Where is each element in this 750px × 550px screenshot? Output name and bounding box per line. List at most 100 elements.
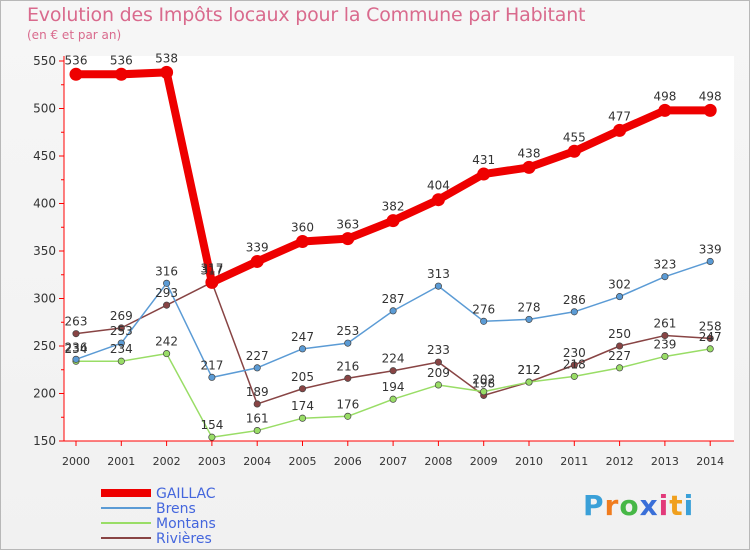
data-point	[298, 414, 307, 422]
legend-label: Brens	[156, 501, 196, 517]
data-point	[434, 381, 442, 389]
data-label: 455	[563, 130, 586, 144]
data-label: 233	[427, 343, 450, 357]
data-label: 174	[291, 399, 314, 413]
data-label: 317	[200, 263, 223, 277]
data-point	[253, 364, 261, 372]
data-point	[253, 426, 261, 435]
x-tick-label: 2000	[62, 455, 90, 468]
data-label: 236	[65, 340, 88, 354]
data-label: 313	[427, 267, 450, 281]
data-point	[160, 65, 174, 79]
data-label: 363	[336, 218, 359, 232]
data-label: 253	[110, 324, 133, 338]
data-point	[72, 355, 80, 363]
x-tick-label: 2005	[289, 455, 317, 468]
data-label: 261	[653, 317, 676, 331]
data-point	[208, 373, 216, 381]
data-point	[250, 254, 264, 268]
y-tick-label: 200	[33, 387, 56, 401]
data-label: 276	[472, 302, 495, 316]
data-label: 258	[699, 319, 722, 333]
data-label: 216	[336, 359, 359, 373]
y-tick-label: 300	[33, 292, 56, 306]
data-label: 477	[608, 109, 631, 123]
data-point	[341, 232, 355, 246]
chart-subtitle: (en € et par an)	[27, 28, 122, 42]
data-point	[567, 144, 581, 158]
data-point	[613, 123, 627, 137]
x-tick-label: 2012	[606, 455, 634, 468]
data-point	[298, 345, 307, 353]
x-tick-label: 2011	[560, 455, 588, 468]
data-label: 278	[518, 300, 541, 314]
proxiti-logo: Proxiti	[583, 489, 694, 522]
data-label: 202	[472, 373, 495, 387]
data-point	[706, 334, 714, 342]
data-point	[114, 67, 128, 81]
data-point	[525, 378, 533, 386]
data-label: 382	[382, 200, 405, 214]
data-point	[208, 433, 216, 441]
data-label: 189	[246, 385, 269, 399]
data-point	[431, 193, 445, 207]
logo-letter: x	[639, 489, 659, 522]
logo-letter: i	[658, 489, 670, 522]
data-point	[570, 361, 578, 369]
data-point	[703, 103, 717, 117]
series-montans	[72, 345, 714, 441]
data-label: 212	[518, 363, 541, 377]
data-label: 227	[608, 349, 631, 363]
data-point	[344, 374, 352, 382]
data-label: 339	[699, 242, 722, 256]
data-point	[480, 317, 488, 325]
legend-label: Montans	[156, 516, 216, 532]
y-tick-label: 450	[33, 149, 56, 163]
x-tick-label: 2003	[198, 455, 226, 468]
data-label: 230	[563, 346, 586, 360]
logo-letter: i	[683, 489, 695, 522]
data-point	[344, 339, 352, 347]
data-label: 536	[65, 53, 88, 67]
data-label: 323	[653, 258, 676, 272]
data-label: 498	[653, 89, 676, 103]
data-point	[661, 352, 669, 361]
data-point	[706, 345, 714, 353]
x-tick-label: 2009	[470, 455, 498, 468]
logo-letter: r	[604, 489, 620, 522]
series-gaillac	[69, 65, 717, 289]
data-label: 198	[472, 376, 495, 390]
chart-title: Evolution des Impôts locaux pour la Comm…	[27, 4, 586, 26]
data-label: 263	[65, 315, 88, 329]
data-point	[616, 293, 624, 301]
y-tick-label: 150	[33, 434, 56, 448]
data-point	[706, 257, 714, 266]
data-label: 218	[563, 357, 586, 371]
logo-letter: P	[583, 489, 605, 522]
logo-letter: o	[619, 489, 640, 522]
legend-label: Rivières	[156, 531, 212, 547]
data-point	[117, 324, 125, 332]
data-label: 209	[427, 366, 450, 380]
data-label: 242	[155, 335, 178, 349]
data-point	[661, 273, 669, 281]
x-tick-label: 2002	[153, 455, 181, 468]
data-point	[386, 214, 400, 228]
data-label: 176	[336, 397, 359, 411]
data-point	[298, 385, 307, 393]
data-point	[525, 315, 533, 323]
x-tick-label: 2001	[107, 455, 135, 468]
logo-letter: t	[669, 489, 684, 522]
data-point	[522, 160, 536, 174]
x-tick-label: 2013	[651, 455, 679, 468]
data-label: 194	[382, 380, 405, 394]
x-tick-label: 2010	[515, 455, 543, 468]
data-label: 317	[200, 261, 223, 275]
data-point	[480, 388, 488, 396]
data-label: 498	[699, 89, 722, 103]
y-tick-label: 350	[33, 244, 56, 258]
data-point	[253, 400, 261, 408]
data-point	[296, 235, 309, 248]
